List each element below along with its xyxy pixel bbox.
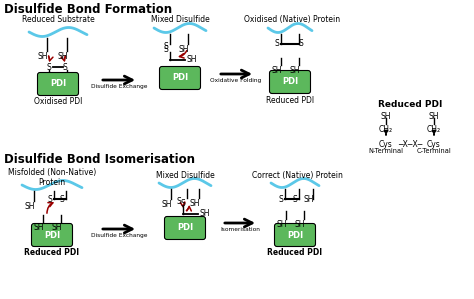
Text: S: S	[279, 195, 283, 204]
Text: Disulfide Bond Isomerisation: Disulfide Bond Isomerisation	[4, 153, 195, 166]
Text: PDI: PDI	[172, 74, 188, 83]
Text: Oxidised PDI: Oxidised PDI	[34, 97, 82, 106]
Text: PDI: PDI	[44, 231, 60, 239]
Text: Mixed Disulfide: Mixed Disulfide	[151, 15, 210, 24]
Text: C-Terminal: C-Terminal	[417, 148, 451, 154]
Text: S: S	[181, 199, 185, 208]
Text: Cys: Cys	[379, 140, 393, 149]
FancyBboxPatch shape	[164, 216, 206, 239]
Text: CH₂: CH₂	[379, 125, 393, 134]
Text: S: S	[63, 62, 67, 71]
Text: SH: SH	[34, 223, 44, 232]
Text: Misfolded (Non-Native)
Protein: Misfolded (Non-Native) Protein	[8, 168, 96, 187]
FancyBboxPatch shape	[37, 72, 79, 95]
Text: Mixed Disulfide: Mixed Disulfide	[155, 171, 214, 180]
Text: S: S	[47, 195, 52, 204]
FancyBboxPatch shape	[274, 223, 316, 246]
Text: Oxidised (Native) Protein: Oxidised (Native) Protein	[244, 15, 340, 24]
Text: Reduced PDI: Reduced PDI	[378, 100, 442, 109]
Text: S: S	[274, 39, 279, 48]
Text: Cys: Cys	[427, 140, 441, 149]
Text: SH: SH	[190, 199, 200, 208]
Text: Correct (Native) Protein: Correct (Native) Protein	[252, 171, 342, 180]
FancyBboxPatch shape	[270, 71, 310, 94]
Text: PDI: PDI	[50, 80, 66, 89]
Text: S: S	[164, 42, 168, 51]
Text: S: S	[177, 197, 182, 206]
Text: PDI: PDI	[177, 223, 193, 233]
Text: SH: SH	[187, 56, 198, 65]
Text: S: S	[164, 45, 168, 54]
Text: SH: SH	[162, 200, 172, 209]
Text: Reduced PDI: Reduced PDI	[267, 248, 323, 257]
Text: Reduced Substrate: Reduced Substrate	[22, 15, 94, 24]
Text: Reduced PDI: Reduced PDI	[266, 96, 314, 105]
Text: SH: SH	[277, 220, 287, 229]
Text: SH: SH	[25, 202, 35, 211]
Text: Oxidative Folding: Oxidative Folding	[210, 78, 262, 83]
Text: S: S	[292, 195, 297, 204]
FancyBboxPatch shape	[31, 223, 73, 246]
Text: CH₂: CH₂	[427, 125, 441, 134]
Text: SH: SH	[200, 210, 210, 219]
Text: Disulfide Bond Formation: Disulfide Bond Formation	[4, 3, 172, 16]
Text: SH: SH	[272, 66, 282, 75]
Text: PDI: PDI	[287, 231, 303, 239]
Text: SH: SH	[52, 223, 62, 232]
Text: Disulfide Exchange: Disulfide Exchange	[91, 233, 147, 238]
Text: PDI: PDI	[282, 77, 298, 86]
Text: SH: SH	[429, 112, 439, 121]
FancyBboxPatch shape	[159, 66, 201, 89]
Text: Disulfide Exchange: Disulfide Exchange	[91, 84, 147, 89]
Text: SH: SH	[179, 45, 189, 54]
Text: Isomerisation: Isomerisation	[220, 227, 260, 232]
Text: N-Terminal: N-Terminal	[368, 148, 403, 154]
Text: SH: SH	[38, 52, 48, 61]
Text: S: S	[60, 195, 64, 204]
Text: Reduced PDI: Reduced PDI	[25, 248, 80, 257]
Text: S: S	[299, 39, 304, 48]
Text: SH: SH	[381, 112, 391, 121]
Text: SH: SH	[295, 220, 305, 229]
Text: SH: SH	[58, 52, 68, 61]
Text: S: S	[46, 62, 51, 71]
Text: SH: SH	[290, 66, 300, 75]
Text: SH: SH	[304, 195, 314, 204]
Text: ─X─X─: ─X─X─	[398, 140, 422, 149]
